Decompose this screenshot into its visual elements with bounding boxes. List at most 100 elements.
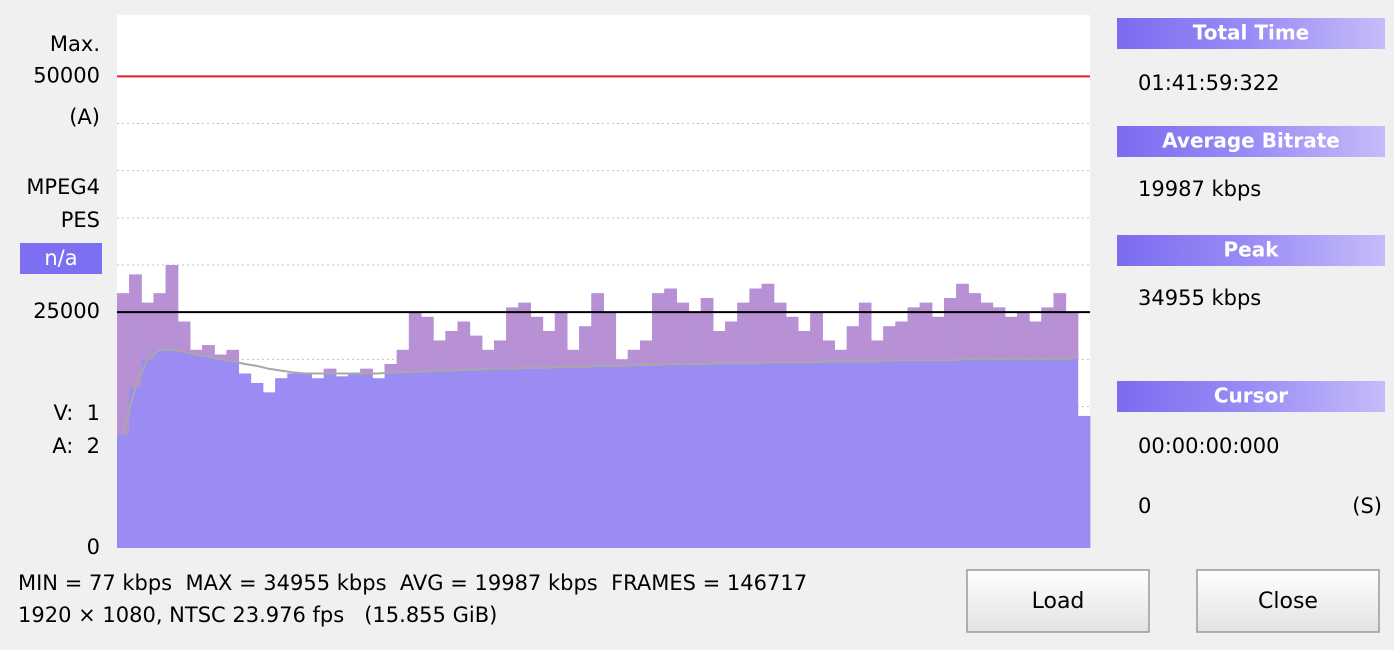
status-box xyxy=(20,243,102,274)
bar xyxy=(177,321,191,548)
bar xyxy=(542,331,556,548)
panel-title: Total Time xyxy=(1193,21,1310,45)
bar-above-average xyxy=(883,326,896,361)
bar-above-average xyxy=(323,368,337,374)
bar-above-average xyxy=(798,331,811,363)
bar-above-average xyxy=(603,312,617,366)
bar-above-average xyxy=(141,302,154,360)
bar xyxy=(992,307,1006,548)
bar xyxy=(287,373,300,548)
bar xyxy=(846,326,860,548)
close-button[interactable]: Close xyxy=(1196,569,1380,633)
bar-above-average xyxy=(968,293,981,360)
panel-value: 00:00:00:000 xyxy=(1138,434,1279,458)
bar xyxy=(883,326,896,548)
bar-above-average xyxy=(652,293,665,365)
bar-above-average xyxy=(688,312,702,365)
bar xyxy=(567,349,580,548)
bar-above-average xyxy=(1004,316,1018,360)
cursor-unit: (S) xyxy=(1352,494,1382,518)
bar-above-average xyxy=(895,321,908,361)
bar xyxy=(189,349,203,548)
bar xyxy=(238,373,252,548)
panel-value: 19987 kbps xyxy=(1138,177,1261,201)
bar-above-average xyxy=(627,349,641,365)
button-label[interactable]: Load xyxy=(1032,589,1085,614)
bar xyxy=(712,331,726,548)
bar xyxy=(1041,307,1054,548)
panel-value: 34955 kbps xyxy=(1138,286,1261,310)
bar xyxy=(639,340,653,548)
stats-line: MIN = 77 kbps MAX = 34955 kbps AVG = 199… xyxy=(18,571,807,595)
average-line xyxy=(122,348,1072,436)
bar xyxy=(421,316,434,548)
panel-value: 01:41:59:322 xyxy=(1138,71,1279,95)
bar xyxy=(530,316,544,548)
bar xyxy=(858,302,872,548)
bar xyxy=(931,316,945,548)
bar xyxy=(980,302,994,548)
bar-above-average xyxy=(664,288,677,365)
bar-above-average xyxy=(518,302,531,368)
bar-above-average xyxy=(469,335,483,370)
bar xyxy=(907,307,921,548)
bar-above-average xyxy=(408,312,422,372)
bar-above-average xyxy=(165,264,179,350)
bar xyxy=(627,349,641,548)
bar-above-average xyxy=(567,349,580,367)
bar-above-average xyxy=(1017,312,1030,360)
bar xyxy=(202,345,215,548)
bar-above-average xyxy=(944,298,957,361)
bar xyxy=(372,378,385,548)
bar-above-average xyxy=(822,340,835,362)
bar-above-average xyxy=(189,349,203,355)
bar xyxy=(1077,415,1091,548)
bar xyxy=(554,312,568,548)
bar xyxy=(785,316,799,548)
bar-above-average xyxy=(494,340,507,369)
bar xyxy=(822,340,835,548)
bar xyxy=(262,392,276,548)
bar-above-average xyxy=(980,302,994,360)
bar-above-average xyxy=(907,307,921,361)
bar xyxy=(494,340,507,548)
left-label: PES xyxy=(61,208,100,232)
bar xyxy=(323,368,337,548)
bar xyxy=(1017,312,1030,548)
y-tick-label: 25000 xyxy=(33,299,100,323)
button-face[interactable] xyxy=(966,569,1150,633)
button-face[interactable] xyxy=(1196,569,1380,633)
bar-above-average xyxy=(785,316,799,363)
bar-above-average xyxy=(579,326,592,367)
bar-above-average xyxy=(177,321,191,352)
bar xyxy=(348,373,361,548)
bar-above-average xyxy=(554,312,568,367)
left-label: MPEG4 xyxy=(26,175,100,199)
y-tick-label: 0 xyxy=(87,535,100,559)
bar-above-average xyxy=(214,354,227,360)
bar-above-average xyxy=(542,331,556,368)
bar-above-average xyxy=(384,364,398,373)
bar-above-average xyxy=(153,293,167,350)
panel-header xyxy=(1117,18,1385,49)
bar xyxy=(250,382,264,548)
load-button[interactable]: Load xyxy=(966,569,1150,633)
button-label[interactable]: Close xyxy=(1258,589,1318,614)
bar xyxy=(919,302,933,548)
bar xyxy=(810,312,823,548)
bar-above-average xyxy=(1053,293,1067,360)
bar-above-average xyxy=(530,316,544,368)
bar-above-average xyxy=(433,340,446,371)
cursor-position: 0 xyxy=(1138,494,1151,518)
bar xyxy=(1065,312,1079,548)
bar-above-average xyxy=(725,321,738,364)
panel-header xyxy=(1117,235,1385,266)
panel-title: Peak xyxy=(1223,238,1279,262)
bar-above-average xyxy=(226,349,240,362)
panel-title: Cursor xyxy=(1214,384,1288,408)
bar xyxy=(433,340,446,548)
bar-above-average xyxy=(810,312,823,363)
bar xyxy=(725,321,738,548)
bar-above-average xyxy=(737,302,750,364)
bar xyxy=(299,373,312,548)
